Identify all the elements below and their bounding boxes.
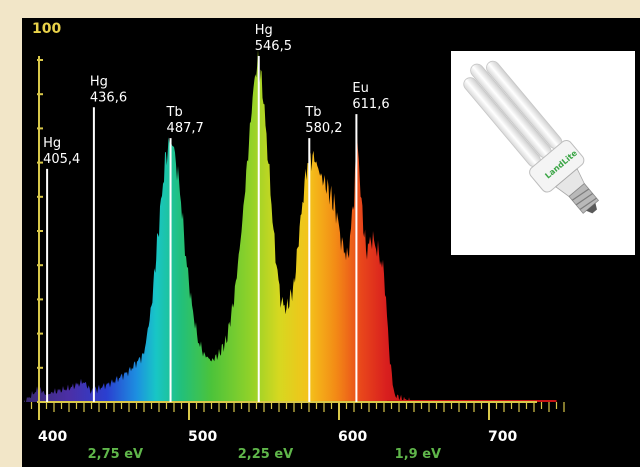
cfl-lamp-illustration: LandLite — [463, 60, 600, 214]
lamp-photo: LandLite — [451, 51, 635, 255]
peak-wavelength-label: 405,4 — [43, 152, 80, 167]
energy-tick-label: 2,75 eV — [88, 447, 143, 462]
spectrum-area — [24, 49, 414, 403]
peak-wavelength-label: 580,2 — [305, 121, 342, 136]
peak-element-label: Eu — [352, 81, 368, 96]
peak-element-label: Hg — [255, 23, 273, 38]
energy-tick-label: 2,25 eV — [238, 447, 293, 462]
peak-element-label: Hg — [43, 136, 61, 151]
y-scale-max-label: 100 — [32, 21, 61, 37]
x-tick-label: 500 — [188, 429, 217, 445]
peak-wavelength-label: 546,5 — [255, 39, 292, 54]
peak-element-label: Tb — [166, 105, 183, 120]
peak-wavelength-label: 436,6 — [90, 90, 127, 105]
peak-wavelength-label: 611,6 — [352, 97, 389, 112]
chart-panel: 100 400 500 600 700 2,75 eV 2,25 eV 1,9 eV Hg 405… — [22, 18, 640, 467]
x-tick-label: 600 — [338, 429, 367, 445]
peak-element-label: Tb — [304, 105, 321, 120]
x-tick-label: 400 — [38, 429, 67, 445]
peak-element-label: Hg — [90, 74, 108, 89]
energy-tick-label: 1,9 eV — [395, 447, 441, 462]
page-header-text — [0, 0, 640, 8]
lamp-tube — [470, 63, 552, 158]
peak-wavelength-label: 487,7 — [167, 121, 204, 136]
x-tick-label: 700 — [488, 429, 517, 445]
lamp-contact — [586, 203, 597, 214]
